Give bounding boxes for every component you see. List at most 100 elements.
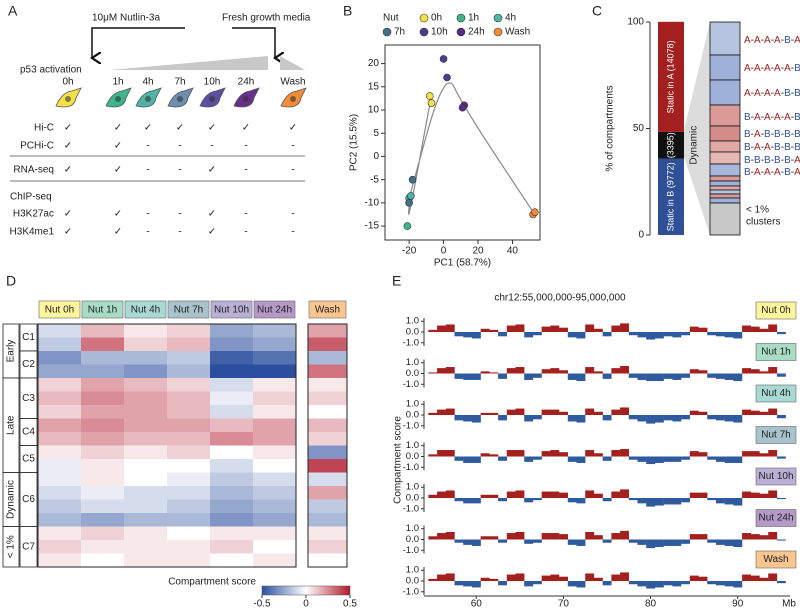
track-bar xyxy=(471,581,481,588)
track-bar xyxy=(742,368,751,374)
nucleus xyxy=(177,96,183,102)
heatmap-cell xyxy=(81,540,124,554)
heatmap-cell xyxy=(81,337,124,352)
timepoint-label: 1h xyxy=(112,77,123,88)
assay-mark: ✓ xyxy=(242,123,250,134)
assay-mark: ✓ xyxy=(114,123,122,134)
heatmap-cell xyxy=(253,499,296,514)
pattern-letter: - xyxy=(781,35,784,46)
track-bar xyxy=(489,412,499,415)
track-bar xyxy=(593,577,603,581)
assay-mark: - xyxy=(146,165,149,176)
column-header xyxy=(124,300,167,319)
heatmap-cell xyxy=(167,432,210,446)
y-tick-label: 5 xyxy=(373,128,379,139)
track-bar xyxy=(445,573,455,581)
pattern-letter: - xyxy=(781,155,784,166)
colorbar-tick-label: -0.5 xyxy=(253,599,271,610)
track-bar xyxy=(663,539,673,546)
pattern-letter: B xyxy=(744,155,751,166)
track-bar xyxy=(454,415,464,421)
track-bar xyxy=(480,453,490,457)
legend-label: Wash xyxy=(505,27,530,38)
heatmap-cell xyxy=(308,337,347,352)
track-bar xyxy=(724,415,734,422)
wash-wedge xyxy=(280,56,305,70)
heatmap-cell xyxy=(167,459,210,473)
heatmap-cell xyxy=(308,391,347,406)
track-bar xyxy=(602,373,612,379)
pattern-letter: B xyxy=(774,129,781,140)
heatmap-cell xyxy=(253,337,296,352)
heatmap-cell xyxy=(308,472,347,487)
heatmap-cell xyxy=(210,391,253,406)
assay-mark: ✓ xyxy=(64,123,72,134)
heatmap-cell xyxy=(253,364,296,379)
colorbar xyxy=(261,585,351,596)
pattern-letter: - xyxy=(761,167,764,178)
track-bar xyxy=(602,539,612,543)
x-tick-label: 90 xyxy=(732,599,744,610)
track-bar xyxy=(768,324,778,332)
track-label-box xyxy=(755,509,797,527)
timepoint-label: 4h xyxy=(142,77,153,88)
track-bar xyxy=(620,572,629,581)
pattern-letter: B xyxy=(784,129,791,140)
track-bar xyxy=(541,575,551,581)
track-bar xyxy=(480,577,490,581)
point xyxy=(439,55,448,63)
heatmap-cell xyxy=(81,499,124,514)
track-bar xyxy=(654,456,664,463)
track-bar xyxy=(611,491,621,498)
track-bar xyxy=(750,410,760,415)
pattern-letter: - xyxy=(781,167,784,178)
assay-mark: - xyxy=(244,141,247,152)
track-bar xyxy=(733,581,743,588)
y-tick-label: 1.0 xyxy=(406,357,419,368)
track-bar xyxy=(681,332,690,336)
group-label: Early xyxy=(6,340,17,363)
track-bar xyxy=(454,456,464,461)
track-bar xyxy=(463,456,473,463)
heatmap-cell xyxy=(308,486,347,500)
pattern-letter: A xyxy=(764,167,771,178)
track-label-box xyxy=(755,384,797,403)
track-bar xyxy=(715,456,725,462)
column-label: Nut 4h xyxy=(131,305,160,316)
heatmap-cell xyxy=(210,499,253,514)
track-bar xyxy=(768,408,778,415)
track-bar xyxy=(524,539,534,544)
track-bar xyxy=(437,533,446,540)
point xyxy=(405,199,413,207)
track-bar xyxy=(759,535,769,540)
point xyxy=(407,192,415,200)
y-tick-label: 1.0 xyxy=(406,316,419,327)
track-label: Nut 24h xyxy=(758,513,793,524)
heatmap-cell xyxy=(167,405,210,419)
heatmap-cell xyxy=(253,351,296,365)
x-tick-label: 70 xyxy=(558,599,570,610)
y-tick-label: 50 xyxy=(633,123,645,134)
track-bar xyxy=(498,456,507,461)
heatmap-cell xyxy=(124,324,167,338)
pattern-letter: - xyxy=(751,129,754,140)
track-bar xyxy=(672,373,682,380)
assay-mark: - xyxy=(178,141,181,152)
track-bar xyxy=(593,535,603,540)
track-bar xyxy=(742,325,751,332)
heatmap-cell xyxy=(167,472,210,487)
track-bar xyxy=(768,573,778,581)
track-bar xyxy=(550,368,560,374)
track-bar xyxy=(524,415,534,422)
nucleus xyxy=(209,96,215,102)
heatmap-cell xyxy=(124,553,167,568)
pattern-letter: B xyxy=(744,112,751,123)
y-tick-label: -1.0 xyxy=(403,586,419,597)
track-label: Nut 10h xyxy=(758,471,793,482)
track-bar xyxy=(515,573,525,581)
assay-mark: ✓ xyxy=(64,209,72,220)
y-tick-label: 1.0 xyxy=(406,399,419,410)
timepoint-label: 7h xyxy=(174,77,185,88)
track-bar xyxy=(742,409,751,415)
pattern-letter: A xyxy=(774,35,781,46)
